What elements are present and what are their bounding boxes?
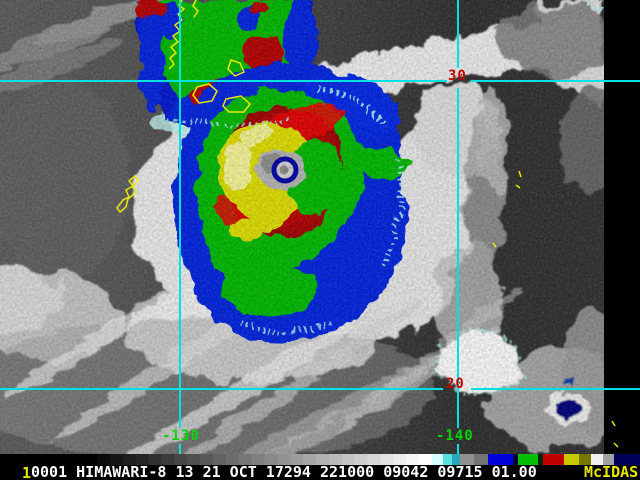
latitude-gridline-20: [0, 388, 443, 390]
enhancement-colorbar: [97, 454, 640, 465]
status-bar: 1 0001 HIMAWARI-8 13 21 OCT 17294 221000…: [0, 454, 640, 480]
latitude-label-30: 30: [448, 68, 467, 84]
longitude-gridline-130: [179, 0, 181, 428]
image-info-text: 0001 HIMAWARI-8 13 21 OCT 17294 221000 0…: [31, 463, 537, 480]
longitude-label-130: -130: [162, 428, 200, 444]
latitude-gridline-20: [471, 388, 640, 390]
image-right-margin: [604, 0, 640, 454]
longitude-gridline-140: [457, 0, 459, 68]
satellite-image: [0, 0, 640, 454]
longitude-label-140: -140: [436, 428, 474, 444]
longitude-gridline-140: [457, 88, 459, 428]
status-text-row: 1 0001 HIMAWARI-8 13 21 OCT 17294 221000…: [0, 465, 640, 480]
frame-number: 1: [22, 464, 32, 480]
coastline-overlay: [116, 0, 619, 448]
latitude-label-20: 20: [446, 376, 465, 392]
grain-dark: [0, 0, 604, 454]
mcidas-brand-label: McIDAS: [584, 463, 639, 480]
latitude-gridline-30: [471, 80, 640, 82]
latitude-gridline-30: [0, 80, 447, 82]
